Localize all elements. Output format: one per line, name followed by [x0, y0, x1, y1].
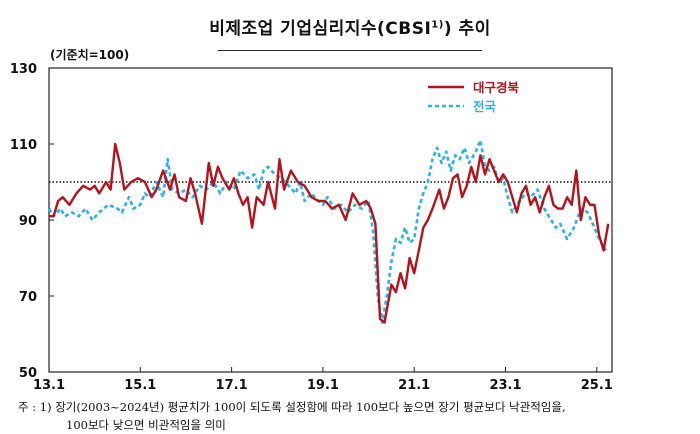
legend-label: 전국	[473, 99, 497, 114]
y-tick-label: 110	[10, 138, 37, 153]
x-tick-label: 13.1	[33, 378, 65, 393]
legend-label: 대구경북	[473, 80, 520, 95]
x-tick-label: 21.1	[398, 378, 430, 393]
x-tick-label: 25.1	[581, 378, 613, 393]
x-tick-label: 23.1	[489, 378, 521, 393]
unit-label: (기준치=100)	[50, 48, 130, 62]
series-line-daegu	[49, 142, 610, 324]
y-tick-label: 130	[10, 62, 37, 77]
footnote-line-2: 100보다 낮으면 비관적임을 의미	[66, 418, 226, 432]
y-tick-label: 70	[19, 290, 37, 305]
x-tick-label: 17.1	[216, 378, 248, 393]
chart-title: 비제조업 기업심리지수(CBSI1)) 추이	[209, 19, 491, 39]
x-tick-label: 15.1	[124, 378, 156, 393]
axis-layer: 50 70 90 110 130 13.1 15.1 17.1 19.1 21.1 23.1 25.1	[10, 62, 613, 393]
footnote: 주 : 1) 장기(2003~2024년) 평균치가 100이 되도록 설정함에…	[18, 398, 566, 434]
plot-frame	[48, 67, 613, 373]
series-layer	[47, 138, 610, 324]
y-tick-label: 50	[19, 366, 37, 381]
footnote-line-1: 주 : 1) 장기(2003~2024년) 평균치가 100이 되도록 설정함에…	[18, 400, 566, 414]
title-underline	[0, 36, 700, 55]
series-line-national	[47, 138, 608, 324]
y-tick-label: 90	[19, 214, 37, 229]
x-tick-label: 19.1	[307, 378, 339, 393]
